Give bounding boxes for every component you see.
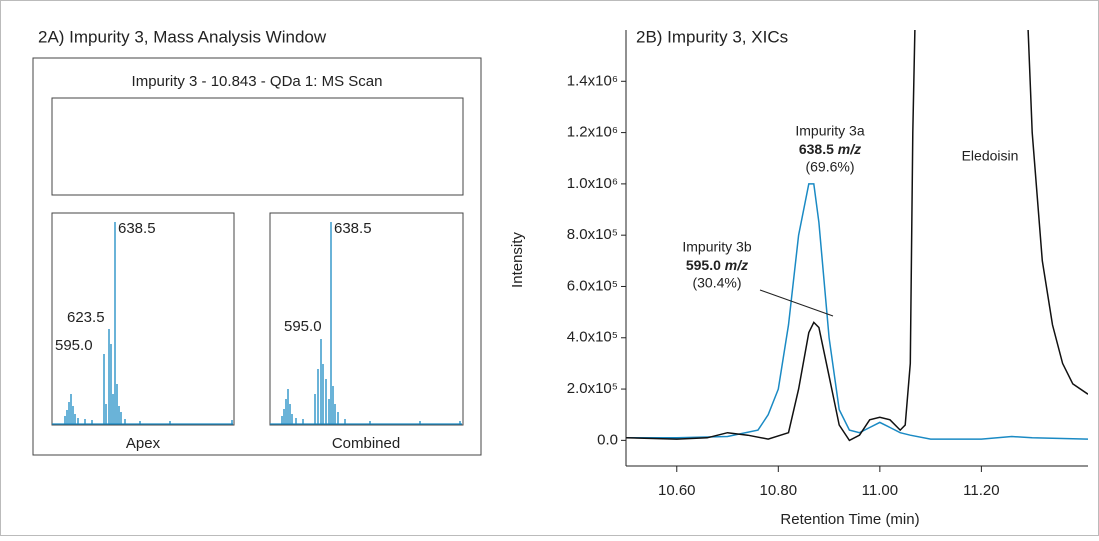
x-tick-label: 10.80: [760, 482, 798, 499]
annotation-share: (69.6%): [805, 159, 854, 175]
y-tick-label: 8.0x10⁵: [567, 226, 618, 243]
peak-label: 638.5: [334, 220, 372, 237]
scan-title: Impurity 3 - 10.843 - QDa 1: MS Scan: [132, 73, 383, 90]
xic-line: [626, 30, 1088, 442]
peak-label: 623.5: [67, 309, 105, 326]
annotation-name: Impurity 3a: [795, 123, 864, 139]
annotation-name: Impurity 3b: [682, 239, 751, 255]
mass-unit: m/z: [838, 141, 861, 157]
peak-label: 638.5: [118, 220, 156, 237]
y-tick-label: 1.0x10⁶: [567, 175, 618, 192]
plot-area: [626, 30, 1088, 442]
x-tick-label: 11.20: [963, 482, 999, 499]
annotation-mass: 595.0 m/z: [686, 257, 748, 273]
annotation-mass: 638.5 m/z: [799, 141, 861, 157]
x-tick-label: 10.60: [658, 482, 696, 499]
combined-box: [269, 212, 464, 426]
panel-a-title: 2A) Impurity 3, Mass Analysis Window: [38, 27, 327, 46]
panel-a-box: [32, 57, 482, 456]
y-tick-label: 2.0x10⁵: [567, 380, 618, 397]
apex-box: [51, 212, 235, 426]
peak-label: 595.0: [55, 337, 93, 354]
empty-trace-box: [51, 97, 464, 196]
apex-spectrum: [52, 222, 233, 425]
y-axis-label: Intensity: [509, 232, 526, 288]
y-tick-label: 0.0: [597, 431, 618, 448]
leader-line: [759, 289, 834, 317]
apex-label: Apex: [126, 435, 161, 452]
peak-label: 595.0: [284, 318, 322, 335]
x-axis-label: Retention Time (min): [780, 511, 919, 528]
combined-label: Combined: [332, 435, 400, 452]
xic-line: [626, 183, 1088, 440]
combined-spectrum: [270, 222, 462, 425]
annotation-share: (30.4%): [692, 275, 741, 291]
y-tick-label: 6.0x10⁵: [567, 277, 618, 294]
mass-unit: m/z: [725, 257, 748, 273]
y-tick-label: 4.0x10⁵: [567, 329, 618, 346]
y-tick-label: 1.4x10⁶: [567, 72, 618, 89]
mass-value: 638.5: [799, 141, 834, 157]
y-tick-label: 1.2x10⁶: [567, 124, 618, 141]
mass-value: 595.0: [686, 257, 721, 273]
x-tick-label: 11.00: [862, 482, 898, 499]
annotation-name: Eledoisin: [962, 148, 1019, 164]
chart-title: 2B) Impurity 3, XICs: [636, 27, 788, 46]
